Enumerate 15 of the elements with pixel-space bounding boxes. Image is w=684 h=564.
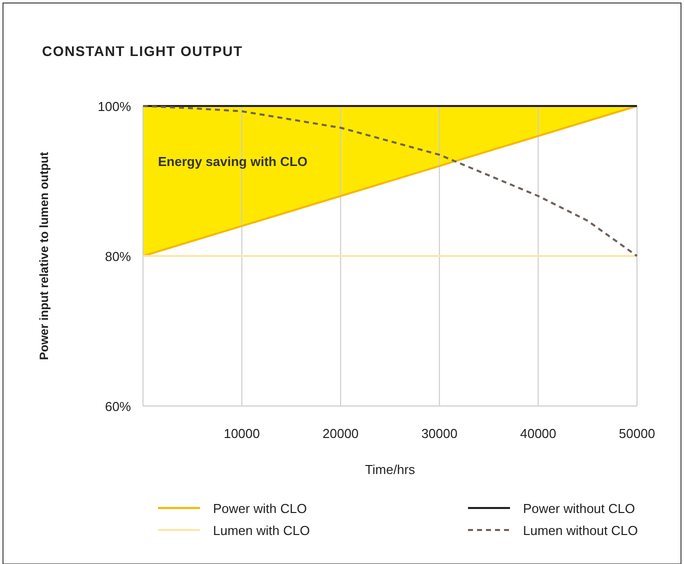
x-tick-label: 50000 bbox=[618, 426, 656, 441]
y-tick-label: 60% bbox=[104, 399, 132, 414]
y-axis-title: Power input relative to lumen output bbox=[37, 152, 51, 360]
x-tick-label: 10000 bbox=[224, 426, 260, 441]
x-tick-label: 40000 bbox=[520, 426, 556, 441]
y-tick-label: 100% bbox=[98, 99, 132, 114]
y-tick-label: 80% bbox=[104, 249, 132, 264]
legend-label: Lumen without CLO bbox=[523, 523, 638, 538]
legend-label: Power without CLO bbox=[523, 501, 635, 516]
x-axis-title: Time/hrs bbox=[364, 462, 416, 477]
chart-title: CONSTANT LIGHT OUTPUT bbox=[42, 43, 242, 59]
legend-label: Power with CLO bbox=[213, 501, 307, 516]
x-tick-label: 30000 bbox=[421, 426, 458, 441]
legend-label: Lumen with CLO bbox=[213, 523, 310, 538]
x-tick-label: 20000 bbox=[322, 426, 359, 441]
